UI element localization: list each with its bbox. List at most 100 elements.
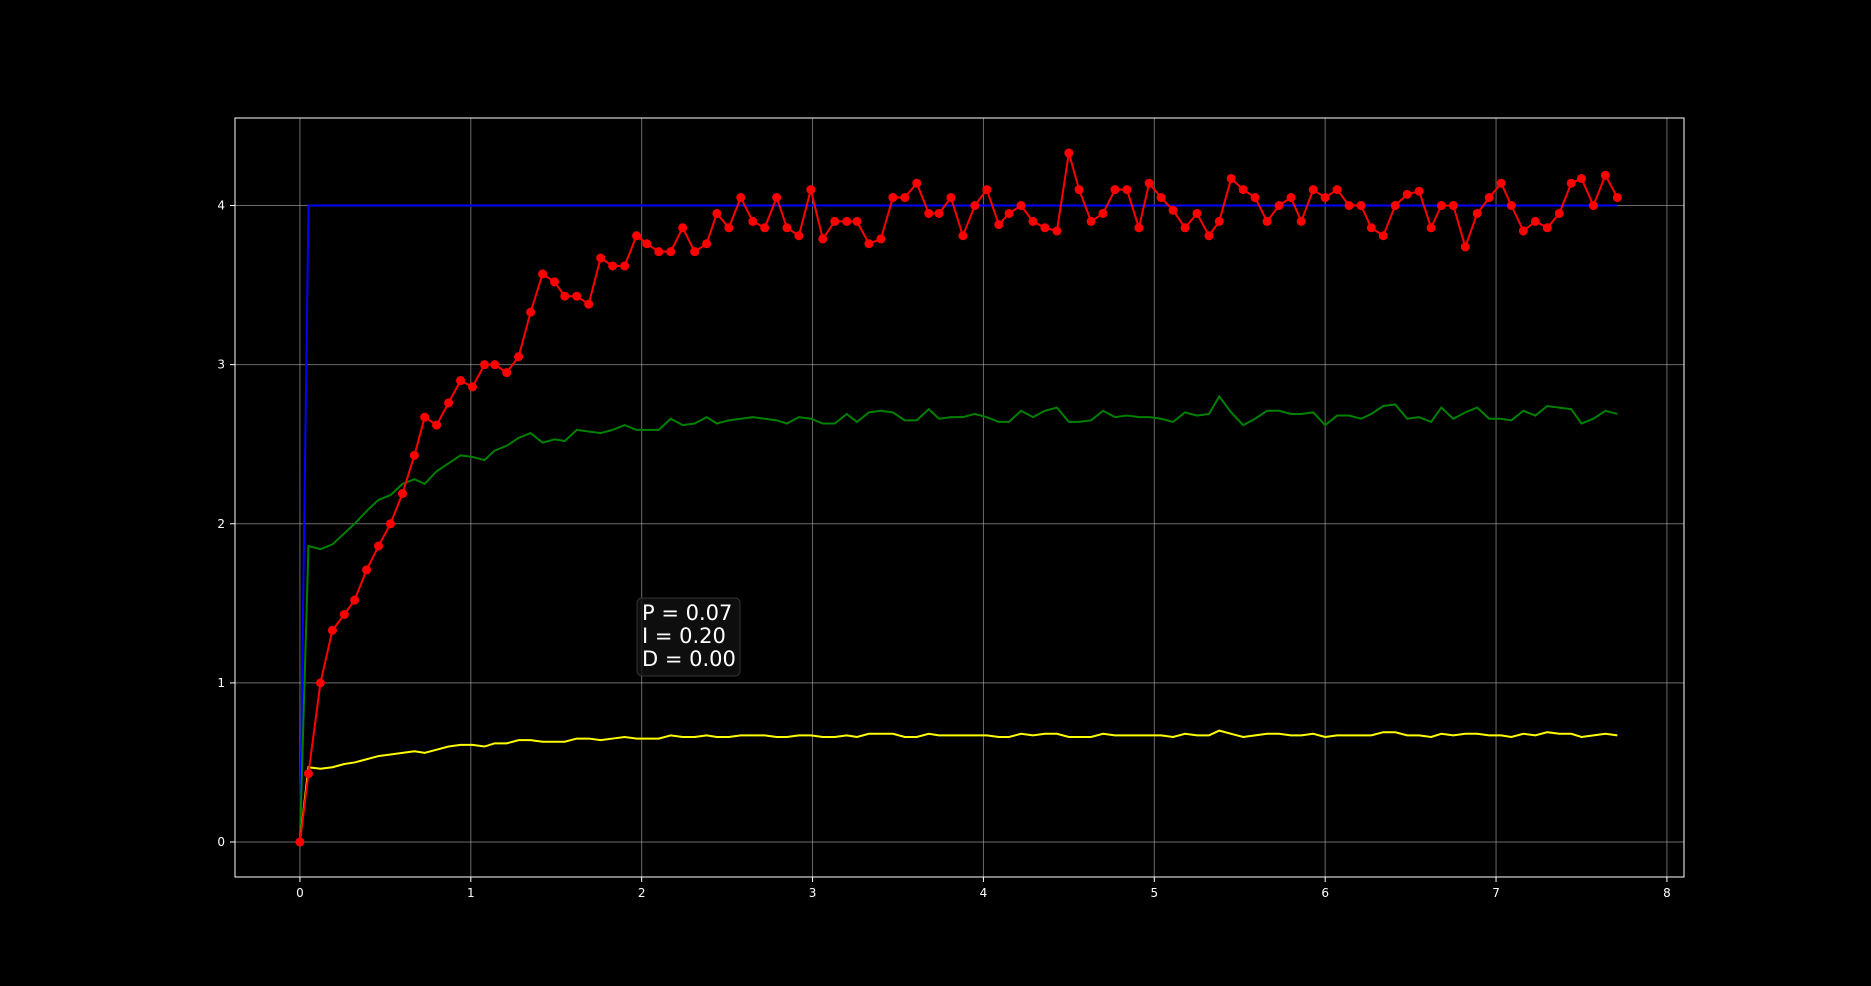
data-point	[1576, 173, 1586, 183]
data-point	[1378, 231, 1388, 241]
data-point	[1226, 173, 1236, 183]
annotation-line: P = 0.07	[642, 601, 732, 625]
annotation-box	[636, 597, 741, 677]
data-point	[620, 261, 630, 271]
data-point	[362, 565, 372, 575]
data-point	[1414, 186, 1424, 196]
data-point	[794, 231, 804, 241]
data-point	[1214, 216, 1224, 226]
data-point	[1588, 201, 1598, 211]
data-point	[1156, 193, 1166, 203]
data-point	[632, 231, 642, 241]
data-point	[1098, 208, 1108, 218]
series-line	[298, 204, 1618, 843]
data-point	[934, 208, 944, 218]
y-tick-label: 3	[217, 358, 225, 372]
data-point	[678, 223, 688, 233]
data-point	[806, 185, 816, 195]
data-point	[479, 360, 489, 370]
data-point	[374, 541, 384, 551]
data-point	[1460, 242, 1470, 252]
series-line	[298, 729, 1618, 843]
data-point	[818, 234, 828, 244]
data-point	[420, 412, 430, 422]
x-tick-label: 4	[980, 886, 988, 900]
data-point	[572, 291, 582, 301]
data-point	[1004, 208, 1014, 218]
data-point	[1040, 223, 1050, 233]
data-point	[982, 185, 992, 195]
x-tick-label: 7	[1492, 886, 1500, 900]
data-point	[864, 239, 874, 249]
x-tick-label: 0	[296, 886, 304, 900]
data-point	[1448, 201, 1458, 211]
data-point	[666, 247, 676, 257]
data-point	[1542, 223, 1552, 233]
data-point	[690, 247, 700, 257]
data-point	[970, 201, 980, 211]
data-point	[1250, 193, 1260, 203]
data-point	[444, 398, 454, 408]
data-point	[385, 519, 395, 529]
data-point	[1530, 216, 1540, 226]
data-point	[748, 216, 758, 226]
data-point	[724, 223, 734, 233]
data-point	[1180, 223, 1190, 233]
data-point	[1192, 208, 1202, 218]
data-point	[654, 247, 664, 257]
data-point	[900, 193, 910, 203]
data-point	[502, 368, 512, 378]
data-point	[596, 253, 606, 263]
data-point	[584, 299, 594, 309]
data-point	[397, 489, 407, 499]
data-point	[327, 625, 337, 635]
x-tick-label: 5	[1150, 886, 1158, 900]
data-point	[468, 382, 478, 392]
data-point	[1168, 205, 1178, 215]
data-point	[1496, 178, 1506, 188]
x-tick-label: 1	[467, 886, 475, 900]
data-point	[1612, 193, 1622, 203]
data-point	[1600, 170, 1610, 180]
data-point	[1262, 216, 1272, 226]
data-point	[1274, 201, 1284, 211]
data-point	[1134, 223, 1144, 233]
data-point	[782, 223, 792, 233]
data-point	[712, 208, 722, 218]
data-point	[642, 239, 652, 249]
data-point	[876, 234, 886, 244]
data-point	[1472, 208, 1482, 218]
data-point	[1110, 185, 1120, 195]
data-point	[1484, 193, 1494, 203]
data-point	[760, 223, 770, 233]
data-point	[526, 307, 536, 317]
x-tick-label: 6	[1321, 886, 1329, 900]
data-point	[1086, 216, 1096, 226]
x-tick-label: 3	[809, 886, 817, 900]
data-point	[315, 678, 325, 688]
data-point	[339, 609, 349, 619]
data-point	[1204, 231, 1214, 241]
data-point	[1332, 185, 1342, 195]
data-point	[1286, 193, 1296, 203]
data-point	[946, 193, 956, 203]
data-point	[1356, 201, 1366, 211]
data-point	[295, 837, 305, 847]
data-point	[1506, 201, 1516, 211]
data-point	[958, 231, 968, 241]
data-point	[350, 595, 360, 605]
data-point	[608, 261, 618, 271]
data-point	[912, 178, 922, 188]
data-point	[550, 277, 560, 287]
data-point	[560, 291, 570, 301]
series-line	[298, 394, 1618, 843]
data-point	[1436, 201, 1446, 211]
data-point	[1064, 148, 1074, 158]
data-point	[1426, 223, 1436, 233]
y-tick-label: 0	[217, 835, 225, 849]
y-tick-label: 4	[217, 199, 225, 213]
data-point	[1122, 185, 1132, 195]
data-point	[303, 769, 313, 779]
